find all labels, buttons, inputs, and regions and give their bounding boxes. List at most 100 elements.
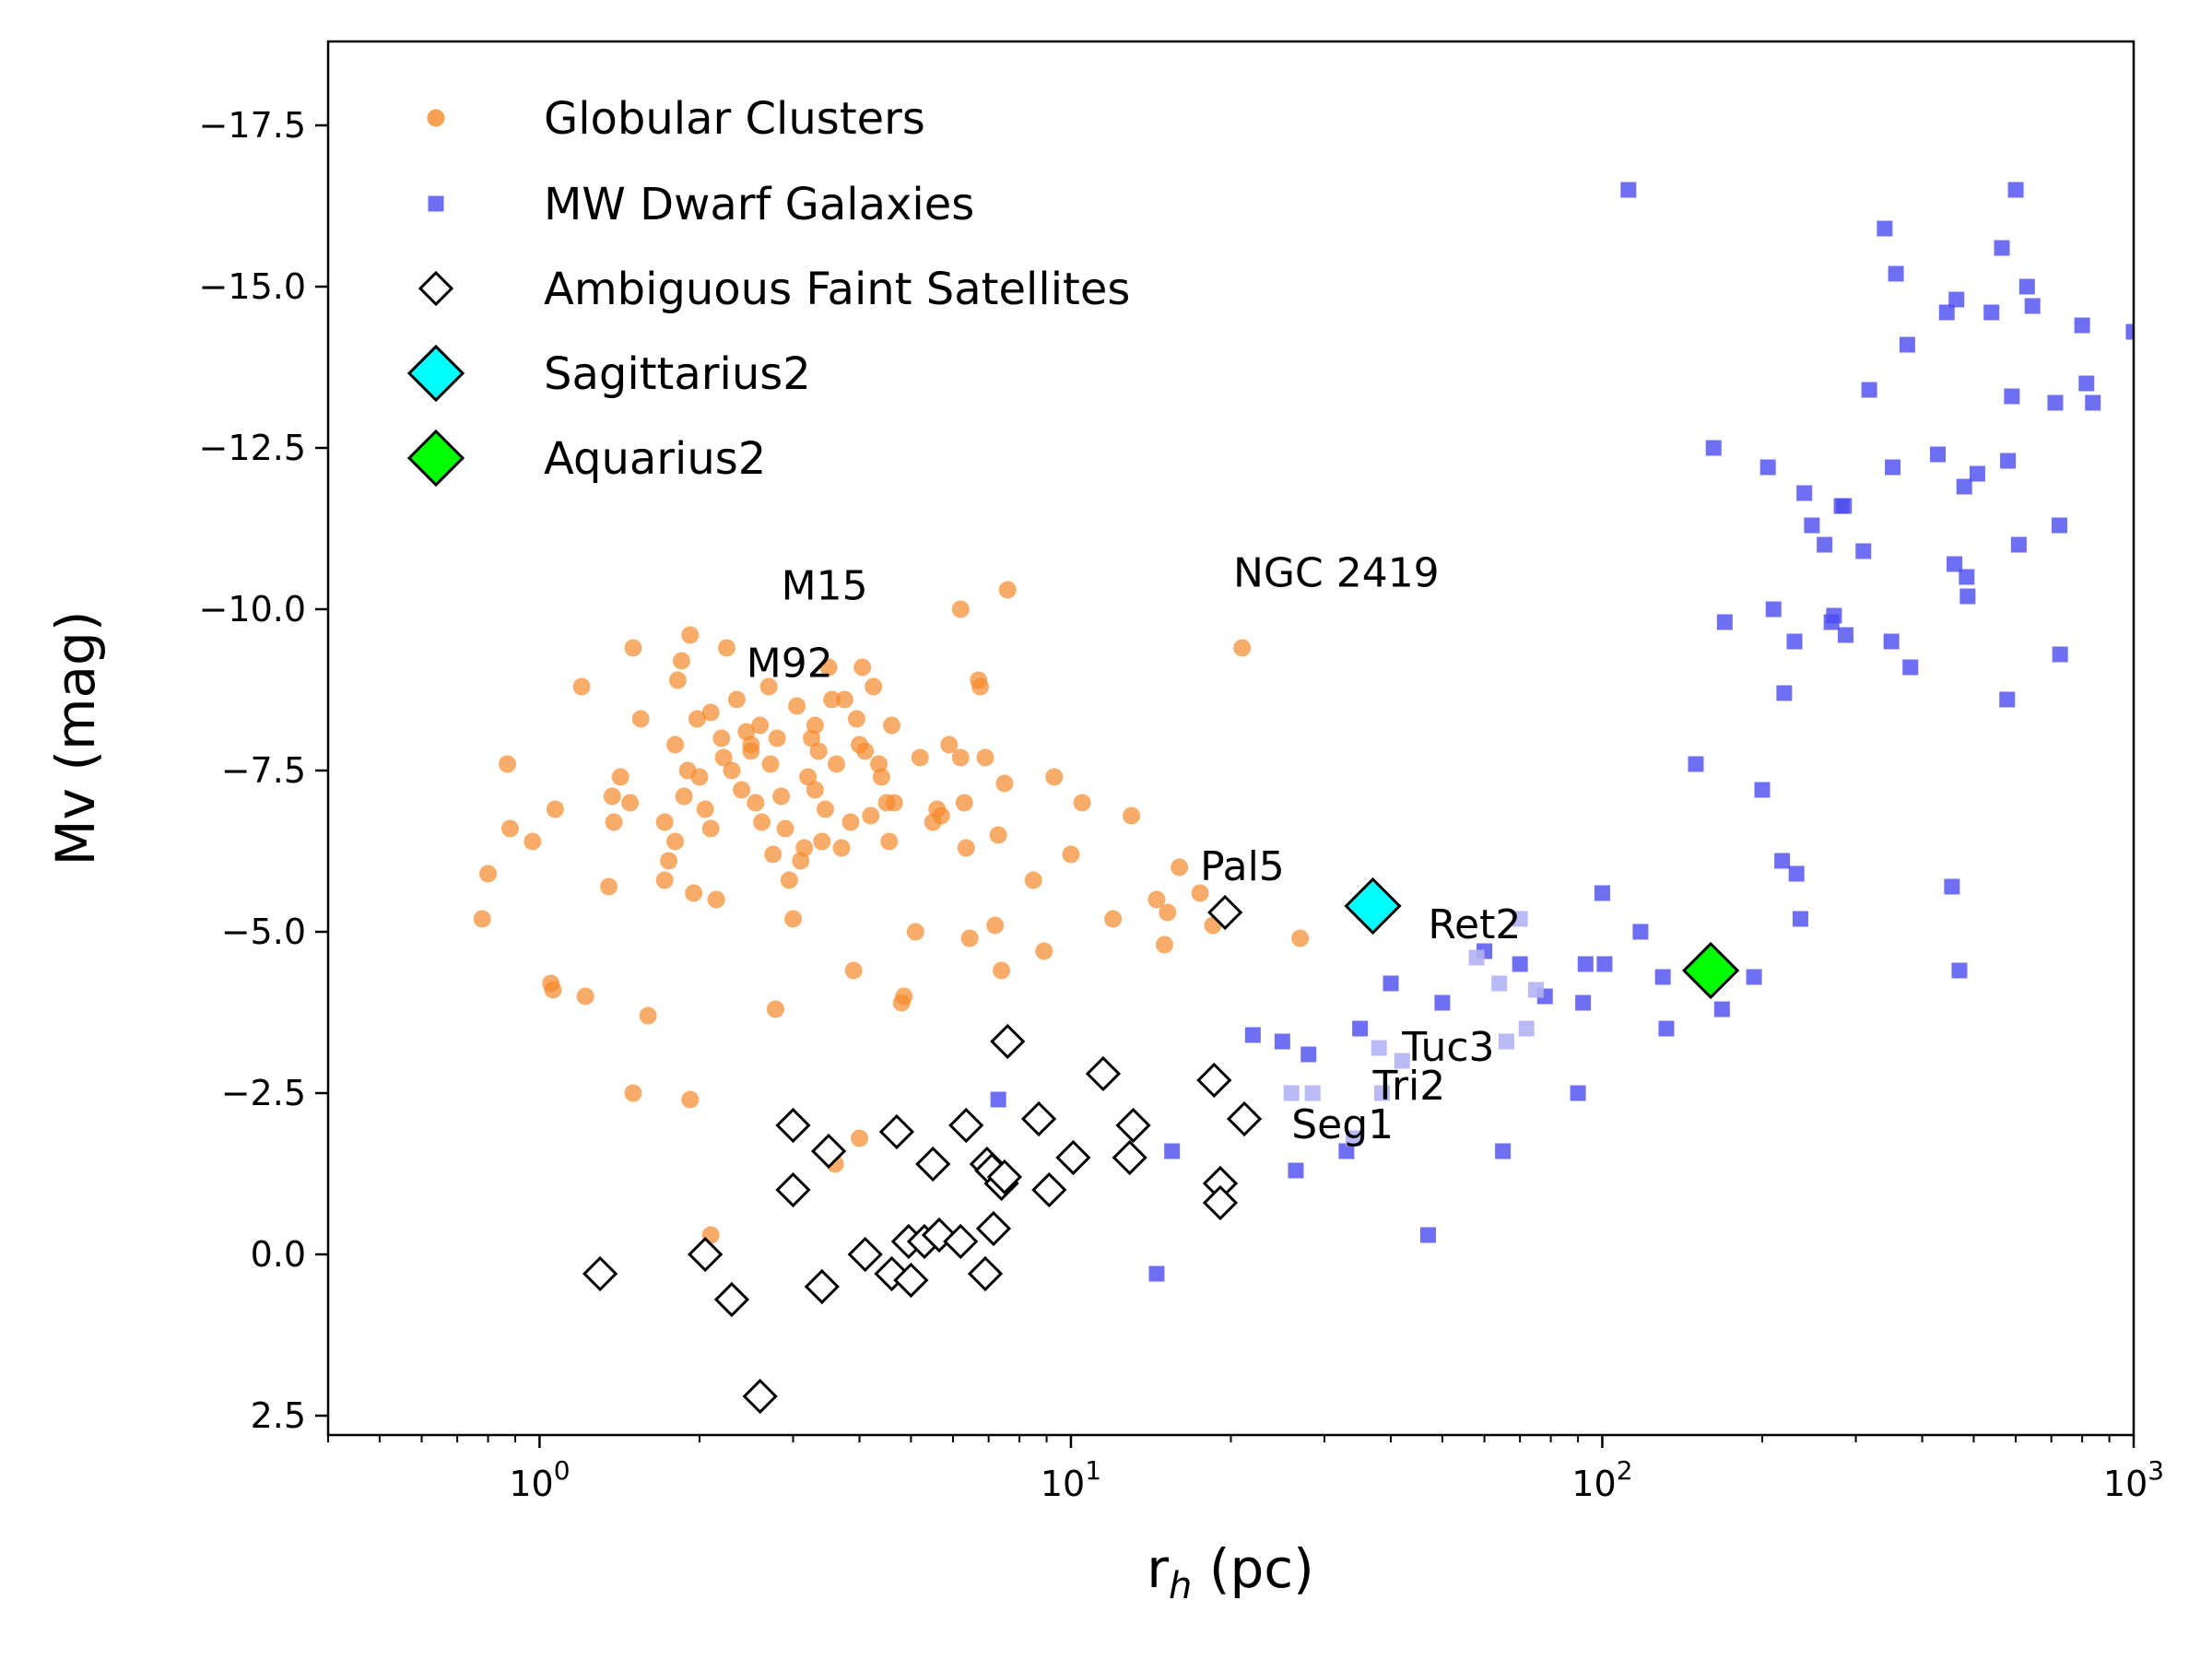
data-point bbox=[990, 1091, 1006, 1108]
data-point bbox=[1938, 304, 1955, 321]
legend-entry: Sagittarius2 bbox=[406, 344, 811, 403]
data-point bbox=[1155, 935, 1173, 954]
data-point bbox=[1434, 994, 1451, 1011]
y-tick-label: −7.5 bbox=[221, 750, 306, 791]
series-ambiguous-dwarfs-light bbox=[1283, 911, 1544, 1147]
data-point bbox=[473, 910, 491, 928]
x-axis-label-subscript: h bbox=[1169, 1565, 1192, 1607]
data-point bbox=[1055, 1139, 1091, 1176]
data-point bbox=[672, 652, 690, 670]
data-point bbox=[723, 761, 741, 780]
data-point bbox=[714, 748, 733, 767]
data-point bbox=[544, 981, 562, 999]
data-point bbox=[1045, 768, 1064, 786]
data-point bbox=[1817, 536, 1833, 553]
data-point bbox=[1944, 878, 1960, 895]
data-point bbox=[1035, 942, 1053, 960]
data-point bbox=[1123, 806, 1141, 825]
data-point bbox=[582, 1255, 618, 1292]
data-point bbox=[2010, 536, 2027, 553]
data-point bbox=[1171, 858, 1189, 877]
data-point bbox=[1620, 182, 1637, 198]
data-point bbox=[823, 690, 841, 709]
data-point bbox=[685, 884, 703, 902]
data-point bbox=[943, 1223, 979, 1260]
data-point bbox=[1233, 639, 1252, 657]
data-point bbox=[712, 729, 731, 747]
annotation-m15: M15 bbox=[782, 563, 868, 610]
data-point bbox=[1382, 975, 1399, 992]
data-point bbox=[524, 832, 542, 851]
data-point bbox=[1570, 1085, 1586, 1101]
data-point bbox=[788, 697, 806, 715]
data-point bbox=[707, 890, 725, 909]
data-point bbox=[1338, 1143, 1355, 1159]
data-point bbox=[1654, 969, 1671, 985]
data-point bbox=[967, 1255, 1004, 1292]
y-tick-label: 0.0 bbox=[251, 1234, 306, 1275]
data-point bbox=[727, 690, 746, 709]
data-point bbox=[639, 1006, 657, 1025]
legend: Globular Clusters MW Dwarf Galaxies Ambigu… bbox=[406, 93, 1130, 488]
data-point bbox=[1577, 956, 1594, 972]
data-point bbox=[2007, 182, 2024, 198]
data-point bbox=[1774, 853, 1791, 869]
data-point bbox=[893, 1262, 929, 1299]
data-point bbox=[666, 832, 685, 851]
data-point bbox=[1837, 627, 1853, 643]
data-point bbox=[2051, 517, 2067, 534]
data-point bbox=[2074, 317, 2090, 334]
data-point bbox=[995, 774, 1014, 793]
data-point bbox=[835, 690, 853, 709]
data-point bbox=[783, 910, 802, 928]
data-point bbox=[1304, 1085, 1321, 1101]
data-point bbox=[841, 813, 860, 831]
data-point bbox=[932, 806, 950, 825]
data-point bbox=[1062, 845, 1080, 864]
legend-entry: MW Dwarf Galaxies bbox=[428, 179, 974, 230]
data-point bbox=[1688, 756, 1704, 772]
data-point bbox=[766, 1000, 784, 1018]
data-point bbox=[624, 639, 642, 657]
annotation-m92: M92 bbox=[747, 641, 833, 688]
data-point bbox=[1776, 685, 1793, 701]
data-point bbox=[948, 1107, 984, 1144]
data-point bbox=[764, 845, 782, 864]
axes-layer: −17.5 −15.0 −12.5 −10.0 −7.5 −5.0 −2.5 0.0 2.5 10… bbox=[199, 105, 2165, 1504]
data-point bbox=[1796, 485, 1813, 501]
data-point bbox=[906, 923, 924, 941]
data-point bbox=[1373, 1085, 1390, 1101]
data-point bbox=[1274, 1033, 1290, 1050]
data-point bbox=[780, 871, 798, 889]
data-point bbox=[1930, 446, 1947, 463]
data-point bbox=[655, 813, 674, 831]
annotation-seg1: Seg1 bbox=[1291, 1101, 1394, 1148]
legend-marker bbox=[428, 195, 444, 212]
data-point bbox=[1877, 220, 1893, 237]
data-point bbox=[1716, 614, 1733, 630]
data-point bbox=[971, 677, 990, 696]
data-point bbox=[621, 794, 640, 812]
data-point bbox=[1899, 336, 1915, 353]
data-point bbox=[1031, 1171, 1067, 1208]
data-point bbox=[975, 1210, 1012, 1247]
data-point bbox=[1148, 1265, 1165, 1282]
data-point bbox=[1746, 969, 1762, 985]
data-point bbox=[955, 794, 973, 812]
data-point bbox=[1632, 924, 1649, 940]
data-point bbox=[1658, 1020, 1675, 1037]
data-point bbox=[1994, 240, 2010, 256]
series-aquarius2 bbox=[1682, 941, 1740, 1000]
data-point bbox=[1115, 1107, 1151, 1144]
data-point bbox=[1191, 884, 1209, 902]
data-point bbox=[2047, 394, 2064, 411]
data-point bbox=[998, 581, 1017, 599]
data-point bbox=[688, 710, 706, 728]
data-point bbox=[828, 755, 846, 773]
data-point bbox=[816, 800, 834, 818]
data-point bbox=[775, 1107, 811, 1144]
data-point bbox=[1902, 659, 1919, 676]
data-point bbox=[813, 832, 831, 851]
annotation-ret2: Ret2 bbox=[1428, 901, 1521, 948]
data-point bbox=[2018, 278, 2035, 295]
